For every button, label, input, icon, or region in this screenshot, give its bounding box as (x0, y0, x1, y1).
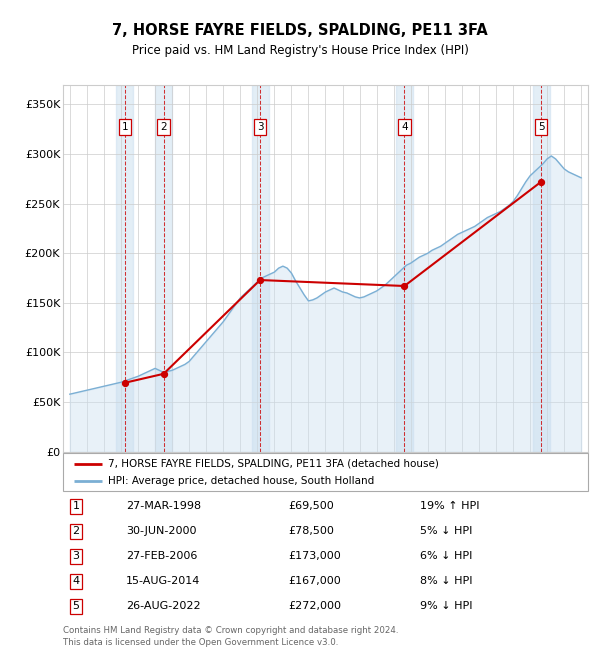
Text: £173,000: £173,000 (289, 551, 341, 562)
Bar (251, 84, 269, 452)
Text: 1: 1 (122, 122, 128, 132)
Text: 7, HORSE FAYRE FIELDS, SPALDING, PE11 3FA: 7, HORSE FAYRE FIELDS, SPALDING, PE11 3F… (112, 23, 488, 38)
Text: Contains HM Land Registry data © Crown copyright and database right 2024.
This d: Contains HM Land Registry data © Crown c… (63, 626, 398, 647)
Text: 6% ↓ HPI: 6% ↓ HPI (420, 551, 472, 562)
Text: Price paid vs. HM Land Registry's House Price Index (HPI): Price paid vs. HM Land Registry's House … (131, 44, 469, 57)
Text: 9% ↓ HPI: 9% ↓ HPI (420, 601, 473, 611)
Text: 4: 4 (73, 577, 80, 586)
Point (400, 281, 409, 291)
Text: 27-FEB-2006: 27-FEB-2006 (126, 551, 197, 562)
Text: 3: 3 (73, 551, 80, 562)
Bar (116, 84, 133, 452)
FancyBboxPatch shape (63, 453, 588, 491)
Point (255, 275, 265, 285)
Point (536, 177, 546, 187)
Bar (533, 84, 550, 452)
Text: 2: 2 (160, 122, 167, 132)
Point (120, 378, 130, 388)
Text: HPI: Average price, detached house, South Holland: HPI: Average price, detached house, Sout… (107, 476, 374, 486)
Text: 4: 4 (401, 122, 408, 132)
Text: £78,500: £78,500 (289, 526, 335, 536)
Text: £167,000: £167,000 (289, 577, 341, 586)
Bar (155, 84, 172, 452)
Text: £69,500: £69,500 (289, 502, 335, 512)
Text: 1: 1 (73, 502, 80, 512)
Text: 5: 5 (73, 601, 80, 611)
Text: 27-MAR-1998: 27-MAR-1998 (126, 502, 201, 512)
Text: 3: 3 (257, 122, 263, 132)
Text: 26-AUG-2022: 26-AUG-2022 (126, 601, 200, 611)
Text: 2: 2 (73, 526, 80, 536)
Text: £272,000: £272,000 (289, 601, 342, 611)
Text: 5% ↓ HPI: 5% ↓ HPI (420, 526, 472, 536)
Text: 5: 5 (538, 122, 544, 132)
Bar (396, 84, 413, 452)
Text: 19% ↑ HPI: 19% ↑ HPI (420, 502, 479, 512)
Point (159, 369, 169, 379)
Text: 30-JUN-2000: 30-JUN-2000 (126, 526, 197, 536)
Text: 8% ↓ HPI: 8% ↓ HPI (420, 577, 473, 586)
Text: 15-AUG-2014: 15-AUG-2014 (126, 577, 200, 586)
Text: 7, HORSE FAYRE FIELDS, SPALDING, PE11 3FA (detached house): 7, HORSE FAYRE FIELDS, SPALDING, PE11 3F… (107, 459, 439, 469)
